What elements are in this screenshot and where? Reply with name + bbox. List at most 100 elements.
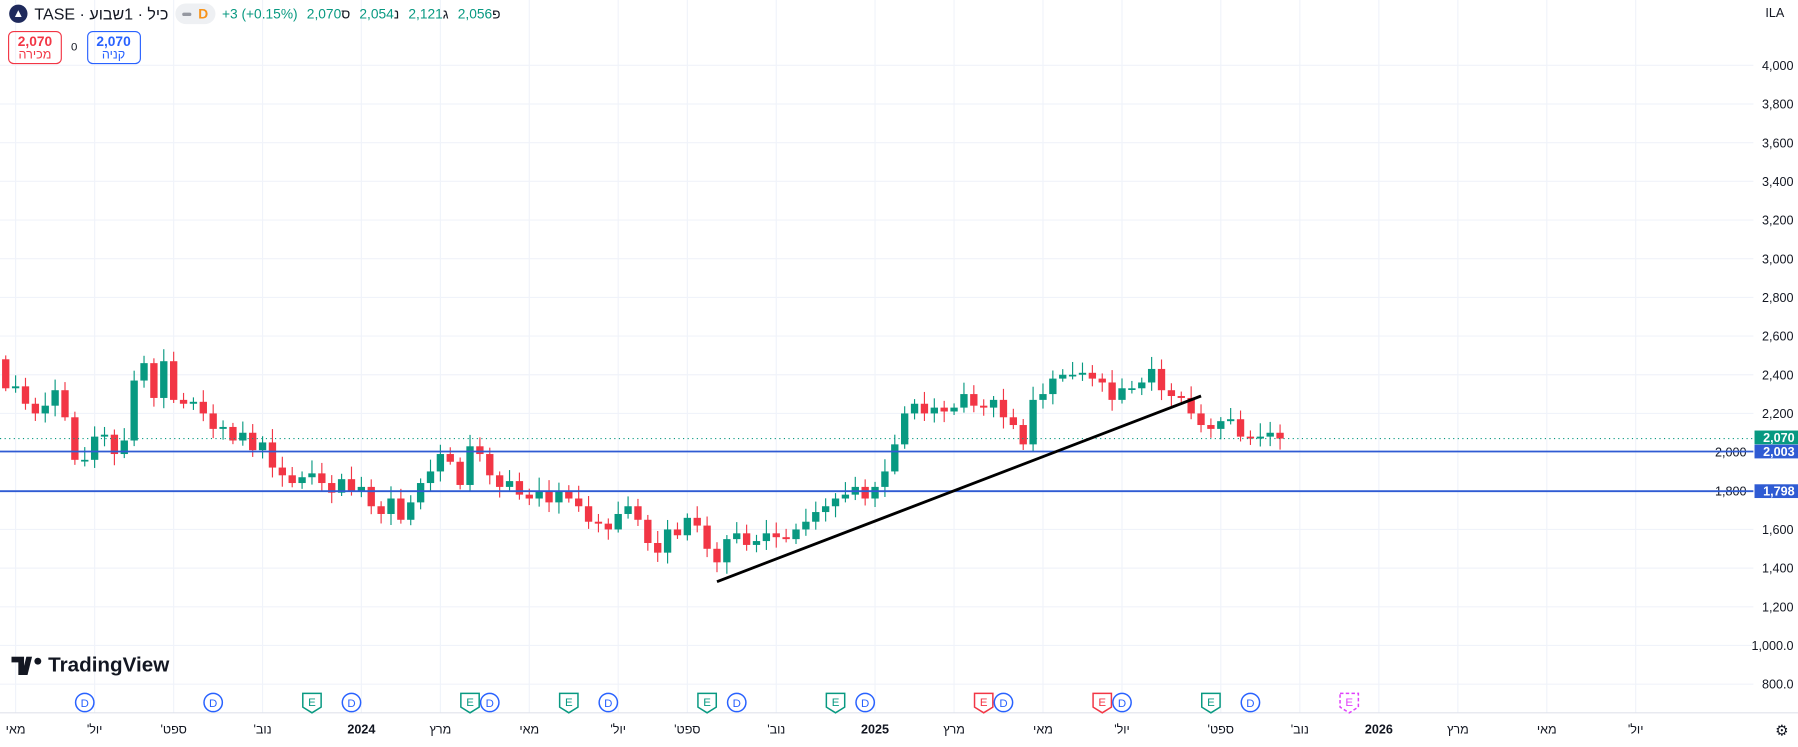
candle-body [21,386,30,404]
price-label-bg [1754,444,1798,459]
close-value: 2,070 [306,5,342,22]
candle-body [1019,425,1027,445]
candle-body [318,473,326,484]
candle-body [545,490,553,503]
tradingview-logo-icon [11,656,42,675]
y-tick-label: 2,400 [1762,368,1794,382]
candle-body [644,519,652,543]
trade-panel: 2,070 מכירה 0 2,070 קניה [8,30,141,65]
candle-body [357,486,366,491]
candle-body [733,533,741,540]
symbol-title[interactable]: כיל · 1שבוע · TASE [34,4,169,23]
candle-body [812,512,820,522]
candle-body [831,498,840,507]
candle-body [930,407,938,414]
dividend-marker-icon [203,692,224,713]
settings-gear-icon[interactable]: ⚙ [1775,721,1789,740]
close-label: ס [341,5,351,22]
tradingview-logo[interactable]: TradingView [11,653,169,677]
candle-body [1029,399,1037,445]
candle-body [683,517,692,536]
candle-body [861,486,869,499]
candle-body [980,405,988,408]
candle-body [1138,382,1146,389]
candle-body [11,386,20,389]
dividend-marker-icon [1112,692,1132,713]
dividend-marker-letter: D [1246,698,1254,710]
dividend-marker-icon [479,692,500,713]
candle-body [81,459,89,462]
candle-body [377,506,385,514]
candle-body [575,498,583,507]
candle-body [703,525,711,549]
x-tick-label: ספט' [1208,722,1234,736]
candle-body [565,490,573,499]
sell-label: מכירה [18,47,52,62]
candle-body [387,498,395,514]
candle-body [505,481,514,487]
candle-body [762,533,771,542]
x-tick-label: מאי [1033,722,1053,736]
y-tick-label: 3,800 [1762,98,1794,112]
candle-body [495,475,504,487]
earnings-marker-letter: E [1098,697,1106,709]
candle-body [179,399,188,404]
candle-body [901,413,909,445]
sell-button[interactable]: 2,070 מכירה [8,30,62,65]
candle-body [110,434,119,455]
currency-label[interactable]: ILA [1765,6,1785,21]
ohlc-values: +3 (+0.15%) 2,070ס 2,054נ 2,121ג 2,056פ [222,6,501,22]
x-tick-label: מאי [1537,722,1557,736]
candle-body [673,529,682,536]
x-tick-label: נוב' [767,722,785,736]
earnings-marker-icon [558,692,579,714]
candle-body [1266,432,1274,437]
candle-body [891,444,899,472]
candle-body [881,471,889,487]
earnings-marker-icon [1092,692,1113,714]
x-tick-label: מאי [519,722,539,736]
candle-body [71,417,79,460]
candle-body [989,399,998,408]
candle-body [1078,372,1087,375]
candle-body [1068,374,1077,377]
candle-body [1177,396,1185,398]
candle-body [1246,436,1255,439]
market-status-pill[interactable]: D [175,3,216,25]
candle-body [920,403,929,414]
dividend-marker-icon [726,692,747,713]
earnings-marker-icon [697,692,718,714]
candle-body [802,521,810,530]
y-tick-label: 3,400 [1762,175,1794,189]
earnings-marker-icon [460,692,480,714]
candle-body [752,541,761,545]
earnings-marker-letter: E [1345,697,1353,709]
candle-body [1147,368,1156,383]
sell-price: 2,070 [17,32,53,49]
open-value: 2,056 [457,5,493,22]
candle-body [1187,397,1195,414]
candle-body [970,394,978,406]
dividend-marker-icon [341,692,362,713]
earnings-marker-icon [973,692,994,714]
dividend-marker-letter: D [861,698,869,710]
candle-body [1108,382,1116,400]
candle-body [624,506,632,514]
last-price-label-bg [1754,430,1798,445]
y-tick-label: 1,600 [1762,523,1794,537]
candle-body [1009,417,1018,426]
buy-button[interactable]: 2,070 קניה [86,30,141,65]
candle-body [229,426,237,441]
candle-body [476,446,484,455]
y-tick-label: 2,000 [1715,446,1747,460]
symbol-logo-icon: ▲ [9,4,28,23]
candle-body [308,473,316,478]
candle-body [140,363,148,381]
dividend-marker-letter: D [347,698,355,710]
candle-body [150,363,158,398]
earnings-marker-letter: E [980,697,988,709]
dividend-marker-letter: D [733,698,741,710]
dividend-marker-letter: D [604,698,612,710]
last-price-label: 2,070 [1763,431,1795,445]
